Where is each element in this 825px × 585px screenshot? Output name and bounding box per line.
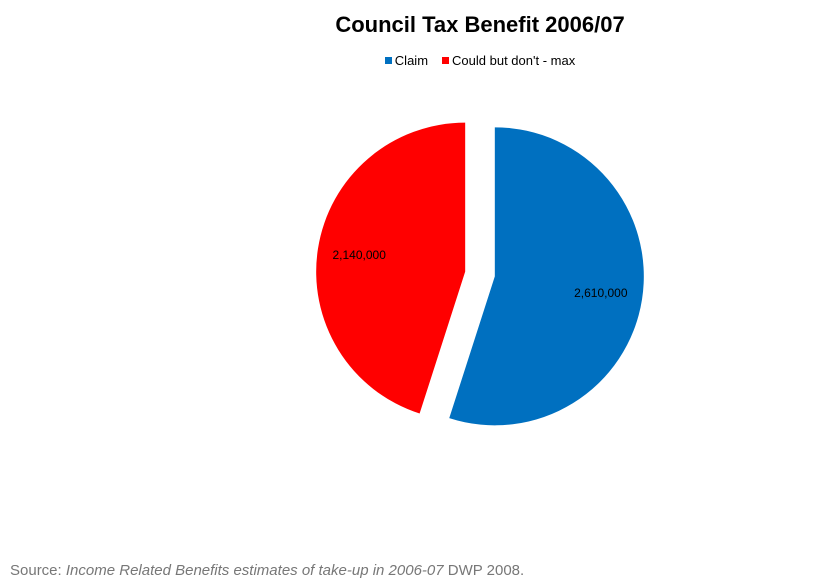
source-prefix: Source: [10, 562, 66, 579]
legend-label-claim: Claim [394, 53, 429, 68]
legend-entry-could-but-dont: Could but don't - max [442, 53, 575, 68]
legend-entry-claim: Claim [384, 53, 429, 68]
legend-label-could-but-dont: Could but don't - max [452, 53, 576, 68]
pie-slice-claim [449, 127, 644, 426]
source-suffix: DWP 2008. [443, 562, 525, 579]
legend-swatch-claim [384, 57, 392, 64]
source-title: Income Related Benefits estimates of tak… [65, 562, 444, 579]
data-label-could-but-dont: 2,140,000 [332, 248, 386, 262]
pie-data-labels: 2,610,000 2,140,000 [332, 248, 627, 300]
data-label-claim: 2,610,000 [574, 286, 628, 300]
legend-swatch-could-but-dont [442, 57, 450, 64]
pie-slices [316, 122, 644, 426]
legend: Claim Could but don't - max [150, 53, 810, 68]
source-note: Source: Income Related Benefits estimate… [10, 562, 524, 579]
pie-slice-could-but-don-t-max [316, 122, 466, 414]
chart-title: Council Tax Benefit 2006/07 [335, 12, 625, 37]
